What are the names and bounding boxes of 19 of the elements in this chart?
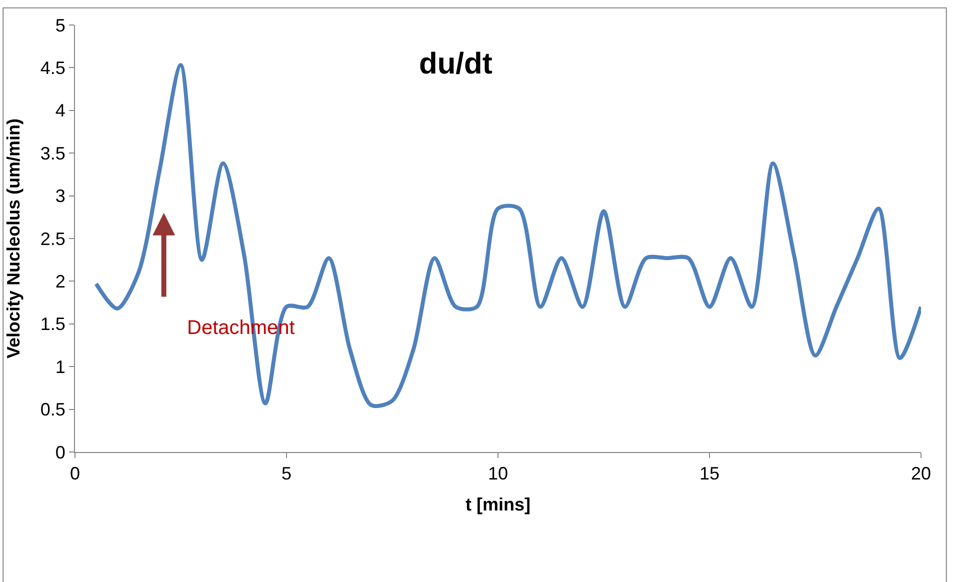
y-tick-label: 1 xyxy=(55,356,66,377)
x-tick-label: 20 xyxy=(910,464,932,484)
y-tick-label: 3.5 xyxy=(40,143,66,164)
text: du/dt xyxy=(419,47,492,80)
y-tick-label: 5 xyxy=(55,15,66,36)
y-tick-label: 0.5 xyxy=(40,400,66,420)
y-tick-label: 3 xyxy=(55,186,66,206)
x-tick-label: 15 xyxy=(699,464,720,484)
x-axis-title: t [mins] xyxy=(466,494,530,515)
x-tick-label: 5 xyxy=(281,464,292,484)
y-tick-label: 2.5 xyxy=(40,228,66,249)
x-tick-label: 0 xyxy=(70,464,80,484)
y-tick-label: 2 xyxy=(55,272,66,292)
y-tick-label: 1.5 xyxy=(40,314,66,334)
x-tick-label: 10 xyxy=(488,464,508,484)
y-axis-title: Velocity Nucleolus (um/min) xyxy=(4,118,24,359)
y-tick-label: 0 xyxy=(55,442,66,462)
y-tick-label: 4.5 xyxy=(40,58,66,78)
y-tick-label: 4 xyxy=(55,100,66,121)
